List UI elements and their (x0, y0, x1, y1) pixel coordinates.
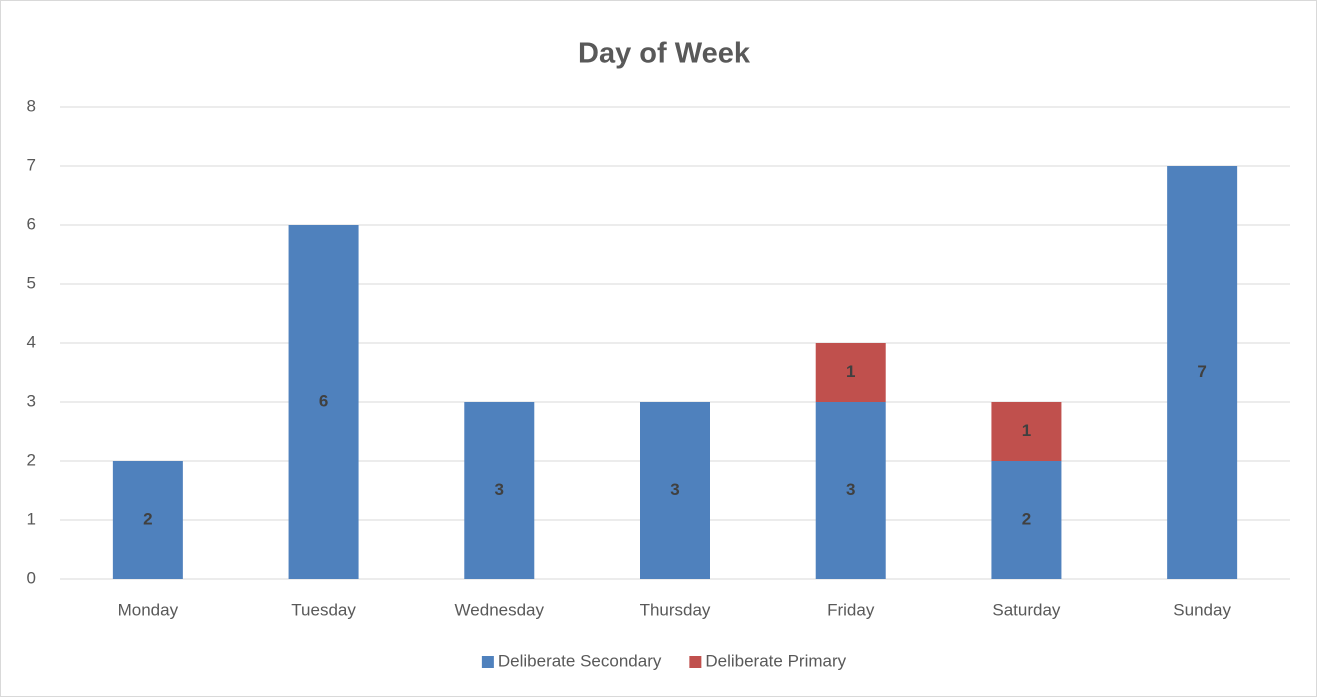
bar-segment (991, 461, 1062, 579)
chart-title: Day of Week (578, 38, 751, 70)
y-tick-label: 1 (27, 509, 36, 528)
bar-segment (815, 343, 886, 402)
bar-segment (640, 402, 710, 579)
y-tick-label: 3 (27, 391, 36, 410)
data-label: 7 (1197, 362, 1206, 381)
bar-segment (815, 402, 886, 579)
legend-swatch (689, 656, 702, 668)
bar-segment (464, 402, 535, 579)
y-tick-label: 8 (27, 96, 36, 115)
y-tick-label: 2 (27, 450, 36, 469)
y-tick-label: 6 (27, 214, 36, 233)
legend-label: Deliberate Secondary (498, 651, 662, 670)
y-tick-label: 7 (27, 155, 36, 174)
data-label: 6 (319, 391, 328, 410)
bar-segment (1167, 166, 1238, 579)
bar-segment (288, 225, 359, 579)
y-tick-label: 4 (27, 332, 36, 351)
bar-segment (112, 461, 183, 579)
x-tick-label: Thursday (640, 600, 711, 619)
legend-swatch (481, 656, 494, 668)
bar-segment (991, 402, 1062, 461)
x-tick-label: Sunday (1173, 600, 1231, 619)
legend-label: Deliberate Primary (705, 651, 846, 670)
x-tick-label: Saturday (992, 600, 1061, 619)
data-label: 2 (143, 509, 152, 528)
x-tick-label: Friday (827, 600, 875, 619)
data-label: 1 (1022, 421, 1031, 440)
y-tick-label: 0 (27, 568, 36, 587)
data-label: 1 (846, 362, 855, 381)
data-label: 3 (495, 480, 504, 499)
data-label: 3 (846, 480, 855, 499)
data-label: 2 (1022, 509, 1031, 528)
y-tick-label: 5 (27, 273, 36, 292)
x-tick-label: Tuesday (291, 600, 356, 619)
x-tick-label: Monday (118, 600, 179, 619)
x-tick-label: Wednesday (455, 600, 545, 619)
data-label: 3 (670, 480, 679, 499)
